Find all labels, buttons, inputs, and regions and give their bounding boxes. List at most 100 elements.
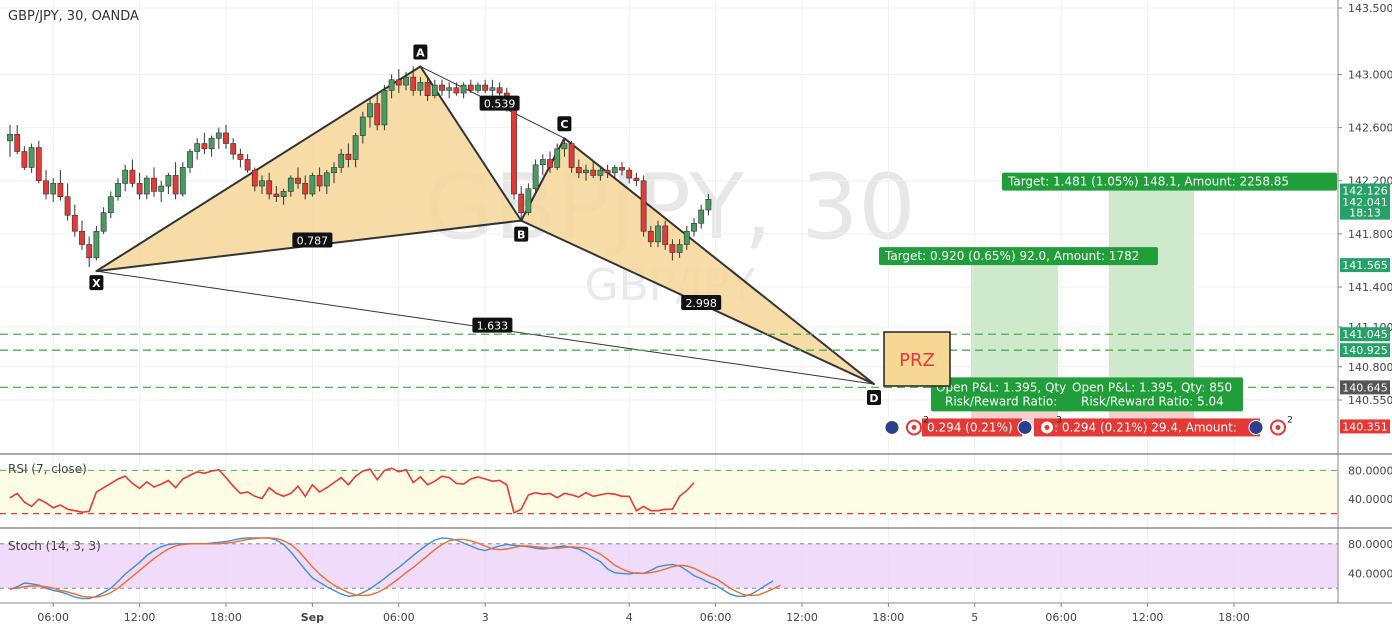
price-marker-box[interactable] xyxy=(1340,194,1390,209)
price-marker-box[interactable] xyxy=(1340,380,1390,395)
uk-flag-icon[interactable] xyxy=(884,419,900,435)
candle-body[interactable] xyxy=(143,177,150,195)
candle-body[interactable] xyxy=(619,167,625,171)
candle-body[interactable] xyxy=(453,87,460,94)
candle-body[interactable] xyxy=(287,177,294,192)
candle-body[interactable] xyxy=(647,230,654,243)
candle-body[interactable] xyxy=(7,133,13,142)
candle-body[interactable] xyxy=(403,76,409,86)
candle-body[interactable] xyxy=(676,244,683,253)
candle-body[interactable] xyxy=(410,76,417,91)
candle-body[interactable] xyxy=(705,199,712,211)
candle-body[interactable] xyxy=(50,183,57,195)
candle-body[interactable] xyxy=(575,167,582,174)
candle-body[interactable] xyxy=(525,188,532,213)
pnl-label-box[interactable] xyxy=(1067,377,1243,412)
stoch-d-line[interactable] xyxy=(9,537,781,598)
candle-body[interactable] xyxy=(367,103,373,118)
candle-body[interactable] xyxy=(14,133,21,152)
candle-body[interactable] xyxy=(208,137,215,150)
candle-body[interactable] xyxy=(230,143,237,155)
candle-body[interactable] xyxy=(568,143,575,168)
candle-body[interactable] xyxy=(417,82,424,91)
candle-body[interactable] xyxy=(215,132,222,139)
candle-body[interactable] xyxy=(539,159,546,166)
candle-body[interactable] xyxy=(35,147,42,182)
target-label-box[interactable] xyxy=(1002,172,1337,191)
candle-body[interactable] xyxy=(496,87,503,94)
candle-body[interactable] xyxy=(381,90,388,126)
uk-flag-icon[interactable] xyxy=(1248,419,1264,435)
candle-body[interactable] xyxy=(223,132,229,144)
candle-body[interactable] xyxy=(352,135,359,160)
candle-body[interactable] xyxy=(475,84,481,91)
candle-body[interactable] xyxy=(201,143,208,150)
candle-body[interactable] xyxy=(158,185,165,192)
candle-body[interactable] xyxy=(345,153,352,160)
candle-body[interactable] xyxy=(100,212,107,232)
price-marker-box[interactable] xyxy=(1340,258,1390,273)
stoch-k-line[interactable] xyxy=(9,537,774,600)
candle-body[interactable] xyxy=(691,222,697,232)
candle-body[interactable] xyxy=(590,169,597,176)
candle-body[interactable] xyxy=(698,209,705,224)
candle-body[interactable] xyxy=(122,169,129,184)
candle-body[interactable] xyxy=(662,225,669,245)
candle-body[interactable] xyxy=(316,175,323,187)
target-label-box[interactable] xyxy=(879,247,1158,266)
stop-label-box[interactable] xyxy=(1034,418,1260,437)
candle-body[interactable] xyxy=(611,167,618,174)
target-zone[interactable] xyxy=(1109,190,1194,388)
candle-body[interactable] xyxy=(532,164,539,190)
candle-body[interactable] xyxy=(266,180,273,195)
candle-body[interactable] xyxy=(280,191,287,197)
candle-body[interactable] xyxy=(107,196,114,213)
candle-body[interactable] xyxy=(446,87,453,91)
price-marker-box[interactable] xyxy=(1340,183,1390,198)
candle-body[interactable] xyxy=(323,172,330,187)
target-zone[interactable] xyxy=(971,265,1058,388)
candle-body[interactable] xyxy=(439,84,445,91)
candle-body[interactable] xyxy=(115,183,121,197)
candle-body[interactable] xyxy=(460,84,467,94)
candle-body[interactable] xyxy=(359,116,366,136)
candle-body[interactable] xyxy=(554,148,561,168)
candle-body[interactable] xyxy=(626,169,633,179)
rsi-line[interactable] xyxy=(9,467,695,515)
candle-body[interactable] xyxy=(237,153,244,160)
candle-body[interactable] xyxy=(244,159,251,171)
candle-body[interactable] xyxy=(179,167,186,195)
candle-body[interactable] xyxy=(489,87,496,91)
candle-body[interactable] xyxy=(86,244,93,259)
candle-body[interactable] xyxy=(683,230,690,245)
candle-body[interactable] xyxy=(547,159,553,168)
candle-body[interactable] xyxy=(136,183,143,195)
candle-body[interactable] xyxy=(669,244,676,253)
pnl-label-box[interactable] xyxy=(931,377,1071,412)
candle-body[interactable] xyxy=(482,84,489,91)
candle-body[interactable] xyxy=(583,169,589,174)
candle-body[interactable] xyxy=(467,84,474,91)
price-marker-box[interactable] xyxy=(1340,419,1390,434)
candle-body[interactable] xyxy=(187,151,193,168)
candle-body[interactable] xyxy=(64,196,71,216)
candle-body[interactable] xyxy=(43,180,49,195)
uk-flag-icon[interactable] xyxy=(1017,419,1033,435)
candle-body[interactable] xyxy=(640,180,647,232)
price-marker-box[interactable] xyxy=(1340,343,1390,358)
candle-body[interactable] xyxy=(331,167,337,174)
candle-body[interactable] xyxy=(561,143,568,150)
candle-body[interactable] xyxy=(302,183,309,195)
candle-body[interactable] xyxy=(633,177,640,182)
candle-body[interactable] xyxy=(511,100,517,195)
candle-body[interactable] xyxy=(424,82,431,97)
candle-body[interactable] xyxy=(71,214,78,232)
stop-label-box[interactable] xyxy=(922,418,1022,437)
candle-body[interactable] xyxy=(431,84,438,97)
candle-body[interactable] xyxy=(309,175,316,195)
candle-body[interactable] xyxy=(338,153,345,168)
candle-body[interactable] xyxy=(28,147,35,168)
candle-body[interactable] xyxy=(79,230,85,245)
candle-body[interactable] xyxy=(165,175,172,187)
